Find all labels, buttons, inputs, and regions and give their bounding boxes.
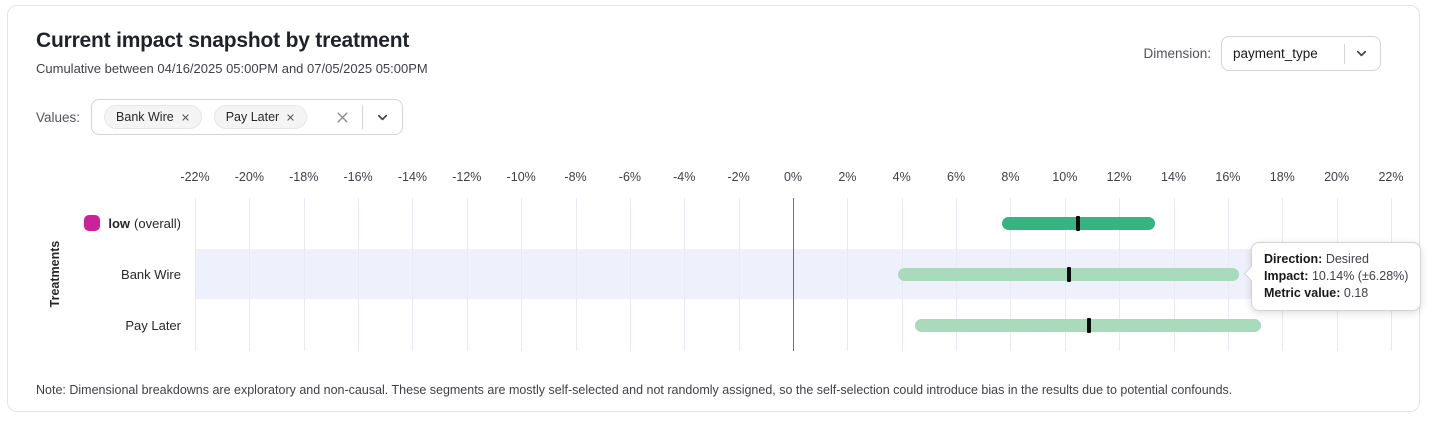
axis-tick-label: 16% <box>1215 170 1241 184</box>
filter-chip-pay-later[interactable]: Pay Later <box>213 105 308 129</box>
gridline <box>412 198 414 351</box>
page-title: Current impact snapshot by treatment <box>36 29 410 52</box>
axis-tick-label: -8% <box>564 170 587 184</box>
impact-snapshot-card: Current impact snapshot by treatment Cum… <box>7 5 1422 412</box>
chevron-down-icon[interactable] <box>1354 46 1369 61</box>
chip-label: Bank Wire <box>116 110 174 124</box>
zero-line <box>793 198 794 351</box>
values-filter: Values: Bank Wire Pay Later <box>36 99 404 135</box>
tooltip-impact-row: Impact: 10.14% (±6.28%) <box>1264 269 1409 283</box>
axis-tick-label: 14% <box>1161 170 1187 184</box>
axis-tick-label: -10% <box>506 170 536 184</box>
axis-tick-label: -12% <box>452 170 482 184</box>
values-multiselect[interactable]: Bank Wire Pay Later <box>91 99 404 135</box>
legend-swatch <box>84 215 101 231</box>
row-label: low (overall) <box>28 213 181 233</box>
chip-remove-icon[interactable] <box>286 113 295 122</box>
gridline <box>521 198 523 351</box>
axis-tick-label: -14% <box>397 170 428 184</box>
impact-marker <box>1087 317 1092 333</box>
axis-tick-label: 2% <box>838 170 857 184</box>
bar-tooltip: Direction: Desired Impact: 10.14% (±6.28… <box>1251 242 1422 311</box>
values-label: Values: <box>36 109 81 125</box>
row-label: Pay Later <box>125 317 181 333</box>
axis-tick-label: 8% <box>1001 170 1020 184</box>
impact-range-chart: Treatments -22% -20% -18% -16% -14% -12% -10% -… <box>8 6 1434 423</box>
tooltip-direction-row: Direction: Desired <box>1264 252 1369 266</box>
axis-tick-label: 0% <box>783 170 803 184</box>
axis-tick-label: 6% <box>947 170 966 184</box>
gridline <box>249 198 251 351</box>
impact-marker <box>1066 266 1071 282</box>
axis-tick-label: -4% <box>673 170 696 184</box>
axis-tick-label: -16% <box>343 170 373 184</box>
axis-tick-label: -18% <box>289 170 319 184</box>
clear-all-icon[interactable] <box>335 110 350 125</box>
gridline <box>684 198 686 351</box>
axis-tick-label: 18% <box>1269 170 1295 184</box>
axis-tick-label: -2% <box>727 170 750 184</box>
date-range-subtitle: Cumulative between 04/16/2025 05:00PM an… <box>36 61 428 76</box>
impact-marker <box>1076 215 1081 231</box>
axis-tick-label: -22% <box>180 170 210 184</box>
axis-tick-label: -20% <box>234 170 264 184</box>
divider <box>1344 43 1345 64</box>
tooltip-metric-row: Metric value: 0.18 <box>1264 286 1369 300</box>
filter-chip-bank-wire[interactable]: Bank Wire <box>104 105 202 129</box>
gridline <box>575 198 577 351</box>
gridline <box>847 198 849 351</box>
chevron-down-icon[interactable] <box>375 110 390 125</box>
axis-tick-label: 12% <box>1106 170 1132 184</box>
axis-tick-label: 10% <box>1052 170 1078 184</box>
gridline <box>195 198 196 351</box>
non-causal-note: Note: Dimensional breakdowns are explora… <box>36 383 1233 397</box>
gridline <box>738 198 740 351</box>
axis-tick-label: 20% <box>1324 170 1350 184</box>
gridline <box>629 198 631 351</box>
gridline <box>358 198 360 351</box>
dimension-control: Dimension: payment_type <box>1143 36 1381 71</box>
dimension-label: Dimension: <box>1143 46 1211 61</box>
chip-label: Pay Later <box>225 110 280 124</box>
dimension-select[interactable]: payment_type <box>1221 36 1381 71</box>
axis-tick-label: 22% <box>1378 170 1404 184</box>
divider <box>362 105 364 129</box>
row-label: Bank Wire <box>121 266 181 282</box>
axis-tick-label: 4% <box>892 170 911 184</box>
gridline <box>303 198 305 351</box>
gridline <box>466 198 468 351</box>
dimension-selected-value: payment_type <box>1233 46 1318 61</box>
axis-tick-label: -6% <box>618 170 642 184</box>
chip-remove-icon[interactable] <box>181 113 190 122</box>
